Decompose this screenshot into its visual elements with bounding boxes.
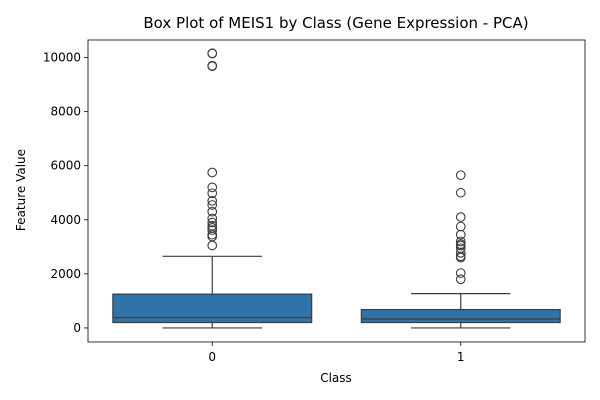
box-group-1 [360,170,561,329]
outlier-point [455,221,466,232]
y-tick-label: 10000 [43,51,81,65]
chart-title: Box Plot of MEIS1 by Class (Gene Express… [143,14,528,32]
outlier-point [207,240,218,251]
outlier-point [455,274,466,285]
outlier-point [207,217,218,228]
x-tick-label: 0 [208,350,216,364]
y-tick-label: 8000 [50,105,81,119]
y-tick-label: 2000 [50,267,81,281]
y-tick-label: 4000 [50,213,81,227]
box-group-0 [112,48,313,329]
outlier-point [207,200,218,210]
outlier-point [455,239,466,249]
outlier-point [455,187,466,198]
outlier-point [207,48,218,59]
outlier-point [455,236,466,247]
outlier-point [207,188,218,199]
box-iqr [360,308,561,324]
outlier-point [207,182,218,193]
y-axis-ticks: 0 2000 4000 6000 8000 10000 [43,51,88,335]
outlier-point [455,268,466,278]
outlier-point [207,196,218,206]
x-tick-label: 1 [457,350,465,364]
outlier-point [455,229,466,240]
outlier-point [207,213,218,224]
box-iqr [112,293,313,324]
outlier-point [207,60,218,71]
y-axis-label: Feature Value [14,149,28,231]
boxes-layer [112,48,561,329]
y-tick-label: 0 [73,321,81,335]
y-tick-label: 6000 [50,159,81,173]
outlier-point [455,170,466,181]
outlier-point [207,220,218,231]
outlier-point [455,212,466,222]
plot-frame [87,39,586,343]
outlier-point [455,243,466,254]
outlier-point [207,167,218,178]
outlier-point [207,206,218,217]
x-axis-label: Class [320,371,352,385]
